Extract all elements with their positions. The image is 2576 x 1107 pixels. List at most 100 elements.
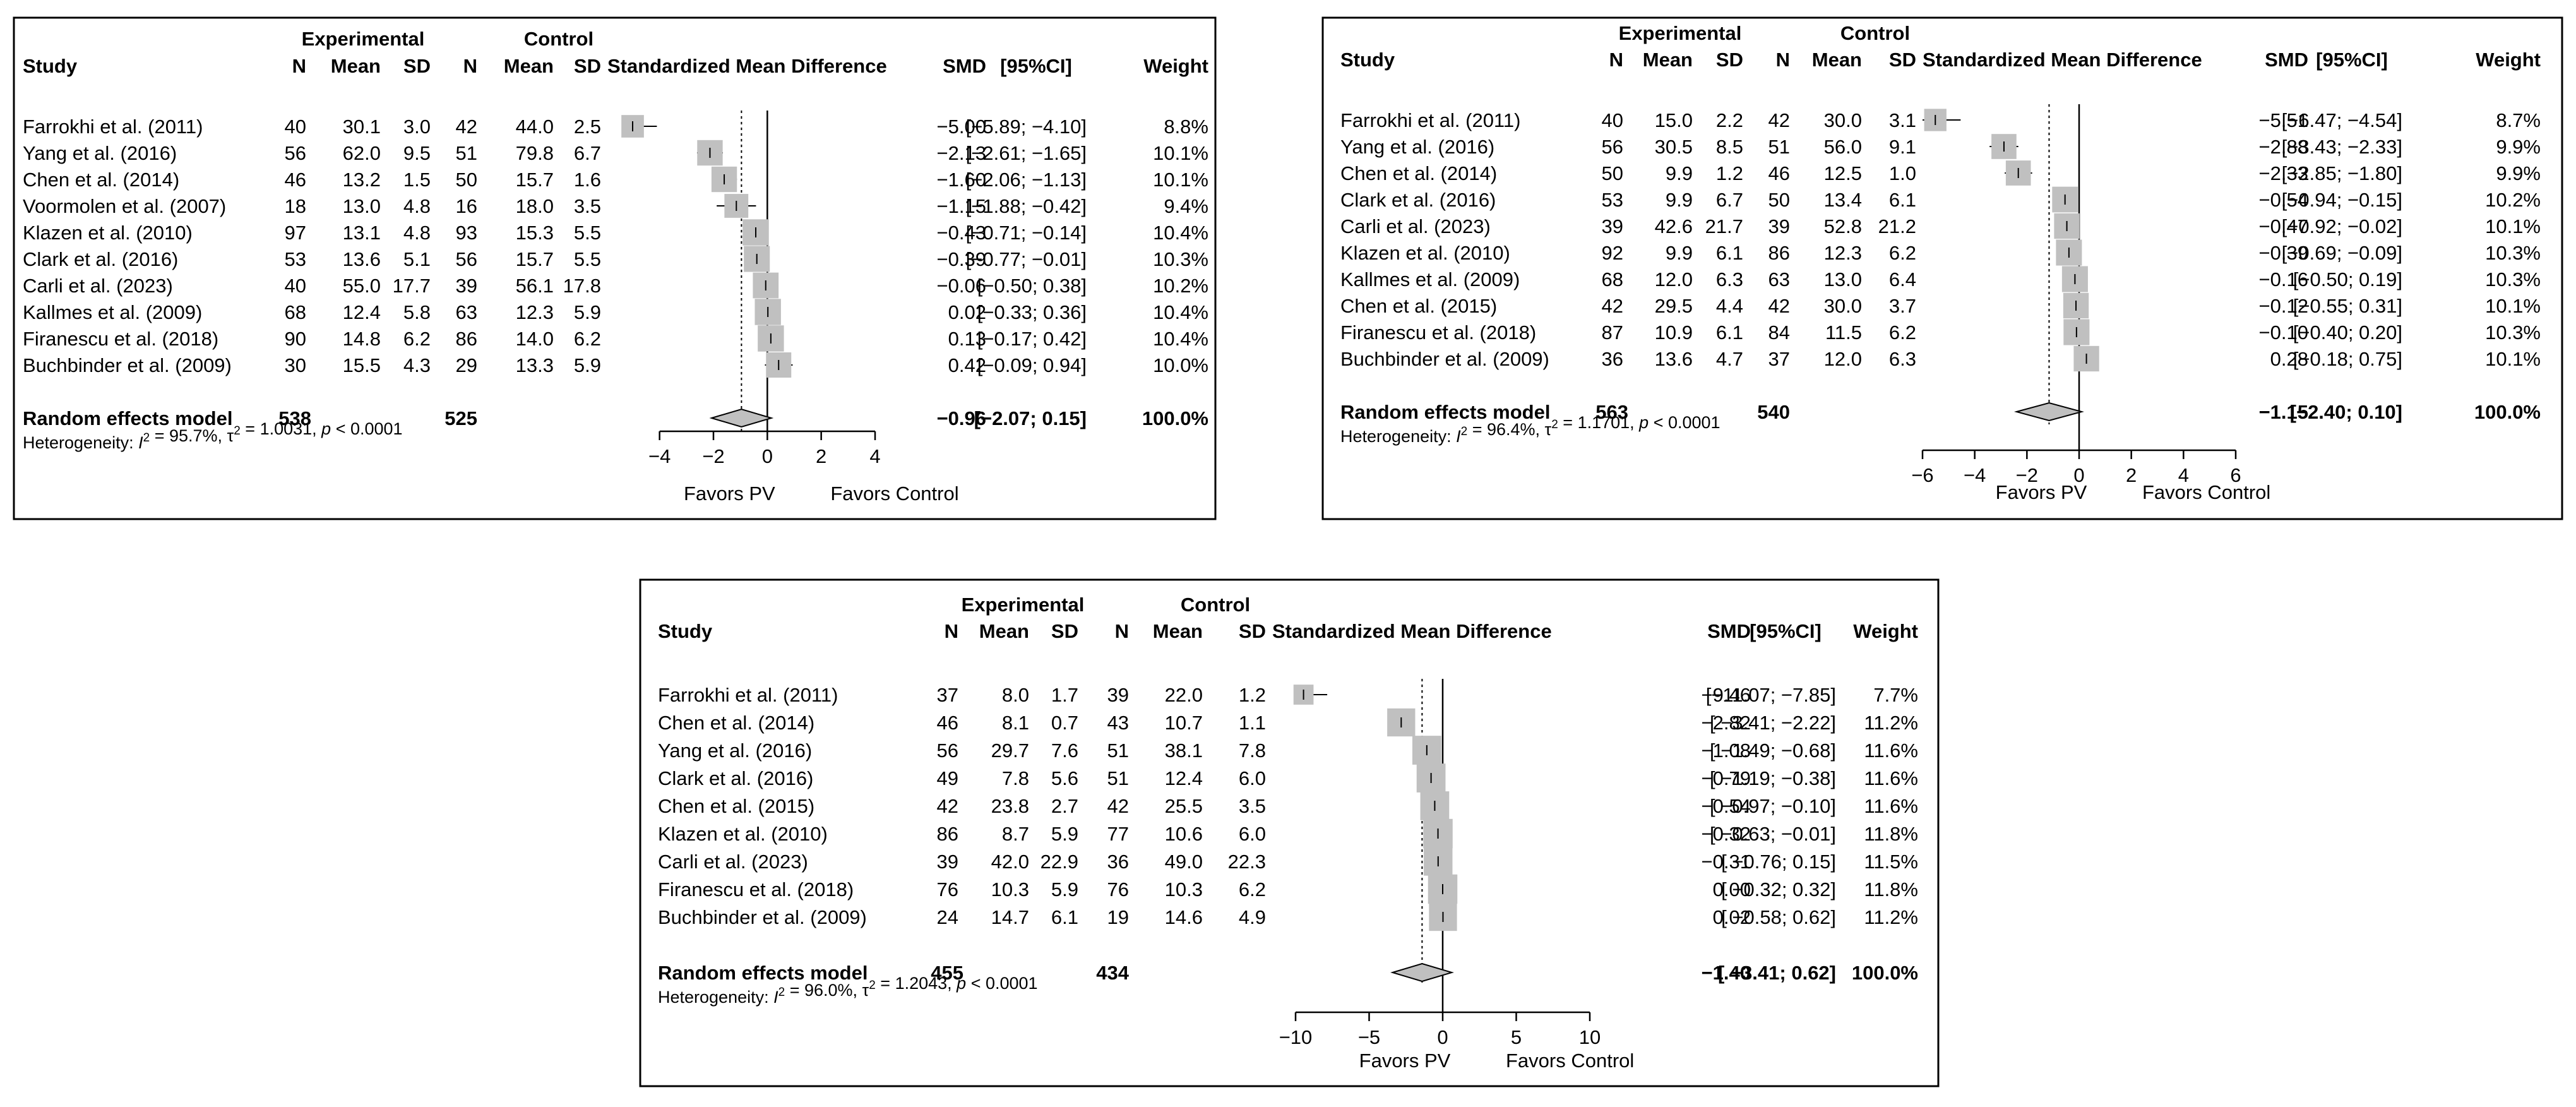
- study-row: Buchbinder et al. (2009) 30 15.5 4.3 29 13.3 5…: [23, 352, 1208, 378]
- exp-mean: 14.7: [991, 906, 1029, 928]
- ctrl-n: 42: [1768, 295, 1790, 317]
- exp-n: 53: [285, 248, 306, 270]
- header-ci: [95%CI]: [2316, 49, 2388, 71]
- x-tick-label: −4: [1964, 464, 1986, 486]
- ctrl-n: 63: [1768, 268, 1790, 290]
- ctrl-sd: 3.5: [574, 195, 601, 217]
- header-smd: SMD: [1707, 620, 1751, 642]
- exp-n: 76: [937, 878, 958, 901]
- header-study: Study: [23, 55, 78, 77]
- exp-n: 56: [285, 142, 306, 164]
- exp-mean: 55.0: [343, 275, 381, 297]
- smd-value: −2.33: [2259, 162, 2308, 184]
- ctrl-n: 86: [1768, 242, 1790, 264]
- forest-panel-2: Experimental Control Study N Mean SD N Mean SD St…: [1321, 16, 2563, 520]
- ctrl-n: 93: [456, 222, 477, 244]
- ctrl-n: 42: [1107, 795, 1129, 817]
- exp-sd: 22.9: [1041, 851, 1078, 873]
- weight-value: 10.4%: [1153, 222, 1208, 244]
- ci-value: [−2.61; −1.65]: [966, 142, 1087, 164]
- exp-sd: 21.7: [1705, 215, 1743, 237]
- weight-value: 9.9%: [2496, 162, 2541, 184]
- ci-value: [ −0.76; 0.15]: [1721, 851, 1836, 873]
- study-row: Farrokhi et al. (2011) 40 15.0 2.2 42 30.0 3.1…: [1340, 109, 2541, 131]
- x-tick-label: 5: [1511, 1026, 1522, 1048]
- smd-value: 0.13: [948, 328, 986, 350]
- header-weight: Weight: [2476, 49, 2541, 71]
- exp-sd: 4.7: [1716, 348, 1743, 370]
- exp-mean: 13.2: [343, 169, 381, 191]
- header-n-ctrl: N: [1115, 620, 1129, 642]
- x-tick-label: 6: [2230, 464, 2241, 486]
- pooled-smd: −0.96: [937, 407, 986, 429]
- header-mean-exp: Mean: [979, 620, 1029, 642]
- x-axis: −6 −4 −2 0 2 4 6: [1911, 449, 2241, 486]
- ctrl-sd: 1.2: [1239, 684, 1266, 706]
- weight-value: 10.3%: [2485, 268, 2541, 290]
- weight-value: 8.8%: [1164, 116, 1208, 138]
- ctrl-n: 46: [1768, 162, 1790, 184]
- study-name: Klazen et al. (2010): [23, 222, 193, 244]
- exp-sd: 6.7: [1716, 189, 1743, 211]
- exp-n: 39: [1602, 215, 1623, 237]
- exp-mean: 12.0: [1655, 268, 1693, 290]
- ci-value: [ −0.63; −0.01]: [1710, 823, 1836, 845]
- smd-value: −1.15: [937, 195, 986, 217]
- ctrl-mean: 25.5: [1165, 795, 1203, 817]
- ctrl-sd: 6.4: [1889, 268, 1916, 290]
- pooled-label: Random effects model: [23, 407, 232, 429]
- pooled-diamond: [709, 408, 774, 428]
- exp-mean: 23.8: [991, 795, 1029, 817]
- ctrl-mean: 13.3: [516, 354, 554, 376]
- ctrl-sd: 21.2: [1878, 215, 1916, 237]
- weight-value: 9.4%: [1164, 195, 1208, 217]
- ci-value: [ −0.97; −0.10]: [1710, 795, 1836, 817]
- ctrl-mean: 10.7: [1165, 712, 1203, 734]
- pooled-exp-n: 455: [931, 962, 963, 984]
- ctrl-n: 76: [1107, 878, 1129, 901]
- exp-sd: 6.2: [403, 328, 431, 350]
- study-row: Klazen et al. (2010) 86 8.7 5.9 77 10.6 6.0 −0.…: [658, 818, 1918, 849]
- smd-value: −1.08: [1702, 739, 1751, 762]
- header-n-ctrl: N: [463, 55, 477, 77]
- header-n-ctrl: N: [1776, 49, 1790, 71]
- ci-value: [−1.88; −0.42]: [966, 195, 1087, 217]
- smd-value: −2.13: [937, 142, 986, 164]
- weight-value: 11.8%: [1864, 878, 1918, 901]
- study-name: Buchbinder et al. (2009): [23, 354, 232, 376]
- ctrl-mean: 44.0: [516, 116, 554, 138]
- ctrl-n: 51: [1768, 136, 1790, 158]
- ctrl-mean: 18.0: [516, 195, 554, 217]
- smd-value: 0.00: [1713, 878, 1751, 901]
- study-row: Yang et al. (2016) 56 62.0 9.5 51 79.8 6.7 −2.1…: [23, 140, 1208, 166]
- exp-sd: 6.1: [1051, 906, 1078, 928]
- exp-mean: 15.0: [1655, 109, 1693, 131]
- x-tick-label: 10: [1579, 1026, 1601, 1048]
- study-row: Chen et al. (2014) 46 13.2 1.5 50 15.7 1.6 −1.6…: [23, 166, 1208, 193]
- exp-sd: 17.7: [393, 275, 431, 297]
- header-control: Control: [524, 28, 593, 50]
- ctrl-mean: 13.0: [1824, 268, 1862, 290]
- pooled-exp-n: 538: [278, 407, 311, 429]
- ctrl-sd: 5.5: [574, 248, 601, 270]
- study-name: Farrokhi et al. (2011): [1340, 109, 1520, 131]
- study-row: Chen et al. (2014) 50 9.9 1.2 46 12.5 1.0 −2.33…: [1340, 160, 2541, 186]
- panel-frame: [1321, 16, 2563, 520]
- study-row: Firanescu et al. (2018) 87 10.9 6.1 84 11.5 6.…: [1340, 319, 2541, 345]
- ctrl-mean: 30.0: [1824, 295, 1862, 317]
- study-name: Buchbinder et al. (2009): [658, 906, 867, 928]
- study-row: Chen et al. (2015) 42 23.8 2.7 42 25.5 3.5 −0.5…: [658, 791, 1918, 820]
- smd-value: −0.31: [1702, 851, 1751, 873]
- study-row: Firanescu et al. (2018) 76 10.3 5.9 76 10.3 6.…: [658, 874, 1918, 904]
- smd-value: −0.54: [2259, 189, 2308, 211]
- study-name: Firanescu et al. (2018): [23, 328, 218, 350]
- x-tick-label: −2: [702, 445, 724, 467]
- smd-value: −5.00: [937, 116, 986, 138]
- exp-mean: 42.6: [1655, 215, 1693, 237]
- pooled-label: Random effects model: [658, 962, 868, 984]
- exp-n: 30: [285, 354, 306, 376]
- exp-n: 42: [937, 795, 958, 817]
- weight-value: 10.1%: [1153, 142, 1208, 164]
- ctrl-mean: 38.1: [1165, 739, 1203, 762]
- study-name: Buchbinder et al. (2009): [1340, 348, 1549, 370]
